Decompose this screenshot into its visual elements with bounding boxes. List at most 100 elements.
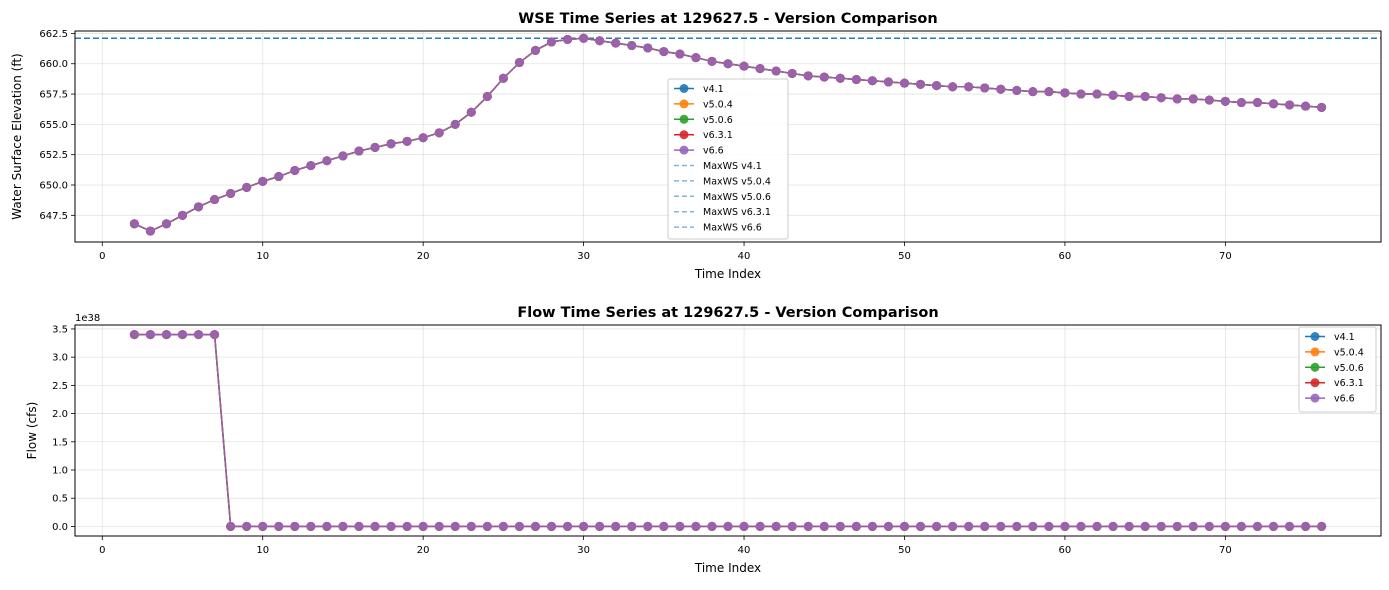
legend-item: v6.6 — [674, 145, 724, 157]
x-tick-label: 30 — [577, 251, 590, 262]
data-point — [755, 521, 765, 531]
data-point — [338, 521, 348, 531]
data-point — [755, 64, 765, 74]
legend-label: v5.0.4 — [1334, 347, 1364, 358]
legend-swatch-marker — [679, 99, 689, 109]
data-point — [739, 521, 749, 531]
data-point — [1108, 521, 1118, 531]
legend-swatch-marker — [1310, 393, 1320, 403]
data-point — [739, 61, 749, 71]
data-point — [851, 521, 861, 531]
plot-frame — [74, 30, 1382, 243]
data-point — [883, 77, 893, 87]
data-point — [1060, 521, 1070, 531]
legend-label: v4.1 — [703, 84, 724, 95]
legend-label: MaxWS v4.1 — [703, 161, 762, 172]
data-point — [851, 75, 861, 85]
data-point — [787, 68, 797, 78]
x-axis-label: Time Index — [694, 561, 761, 575]
legend-swatch-marker — [679, 145, 689, 155]
data-point — [1028, 87, 1038, 97]
data-point — [1236, 98, 1246, 108]
data-point — [547, 521, 557, 531]
x-tick-label: 30 — [577, 545, 590, 556]
data-point — [370, 142, 380, 152]
data-point — [194, 330, 204, 340]
data-point — [498, 521, 508, 531]
legend-label: v4.1 — [1334, 332, 1355, 343]
y-tick-label: 647.5 — [39, 211, 68, 222]
x-tick-label: 40 — [738, 545, 751, 556]
data-point — [418, 133, 428, 143]
data-point — [996, 521, 1006, 531]
x-tick-label: 50 — [898, 251, 911, 262]
data-point — [466, 107, 476, 117]
data-point — [611, 521, 621, 531]
y-tick-label: 1.0 — [52, 465, 68, 476]
data-point — [226, 521, 236, 531]
data-point — [707, 521, 717, 531]
x-tick-label: 0 — [99, 545, 105, 556]
y-tick-label: 1.5 — [52, 437, 68, 448]
data-point — [819, 72, 829, 82]
series-line — [134, 333, 1322, 528]
series-line — [134, 333, 1322, 528]
series-line — [134, 333, 1322, 528]
data-point — [530, 521, 540, 531]
data-point — [1044, 521, 1054, 531]
data-point — [1124, 91, 1134, 101]
y-tick-label: 655.0 — [39, 120, 68, 131]
data-point — [210, 195, 220, 205]
data-point — [242, 521, 252, 531]
data-point — [129, 219, 139, 229]
legend-label: v6.3.1 — [703, 130, 733, 141]
data-point — [1188, 521, 1198, 531]
legend-item: MaxWS v6.6 — [674, 223, 762, 234]
data-point — [1317, 521, 1327, 531]
data-point — [1269, 99, 1279, 109]
legend-swatch-marker — [679, 84, 689, 93]
data-point — [354, 521, 364, 531]
legend-item: v6.6 — [1305, 393, 1355, 405]
data-point — [803, 521, 813, 531]
data-point — [226, 188, 236, 198]
data-point — [1044, 87, 1054, 97]
data-point — [514, 58, 524, 68]
data-point — [1012, 85, 1022, 95]
data-point — [1188, 94, 1198, 104]
data-point — [1012, 521, 1022, 531]
data-point — [675, 521, 685, 531]
data-point — [916, 521, 926, 531]
data-point — [996, 84, 1006, 94]
plot-frame — [74, 324, 1382, 537]
series-v4.1 — [129, 330, 1327, 531]
legend-swatch-marker — [679, 130, 689, 140]
data-point — [1124, 521, 1134, 531]
x-tick-label: 50 — [898, 545, 911, 556]
data-point — [1060, 88, 1070, 98]
data-point — [434, 128, 444, 138]
data-point — [835, 73, 845, 83]
data-point — [450, 521, 460, 531]
data-point — [1156, 521, 1166, 531]
y-tick-label: 3.5 — [52, 324, 68, 335]
data-point — [595, 36, 605, 46]
data-point — [563, 34, 573, 44]
data-point — [1252, 98, 1262, 108]
data-point — [1236, 521, 1246, 531]
data-point — [1301, 101, 1311, 111]
data-point — [161, 219, 171, 229]
legend-item: MaxWS v6.3.1 — [674, 207, 771, 218]
data-point — [418, 521, 428, 531]
data-point — [1220, 96, 1230, 106]
legend-label: v6.6 — [703, 146, 724, 157]
data-point — [434, 521, 444, 531]
data-point — [242, 182, 252, 192]
data-point — [932, 521, 942, 531]
data-point — [803, 71, 813, 81]
legend-label: MaxWS v5.0.4 — [703, 176, 771, 187]
data-point — [579, 521, 589, 531]
data-point — [482, 521, 492, 531]
data-point — [1092, 521, 1102, 531]
